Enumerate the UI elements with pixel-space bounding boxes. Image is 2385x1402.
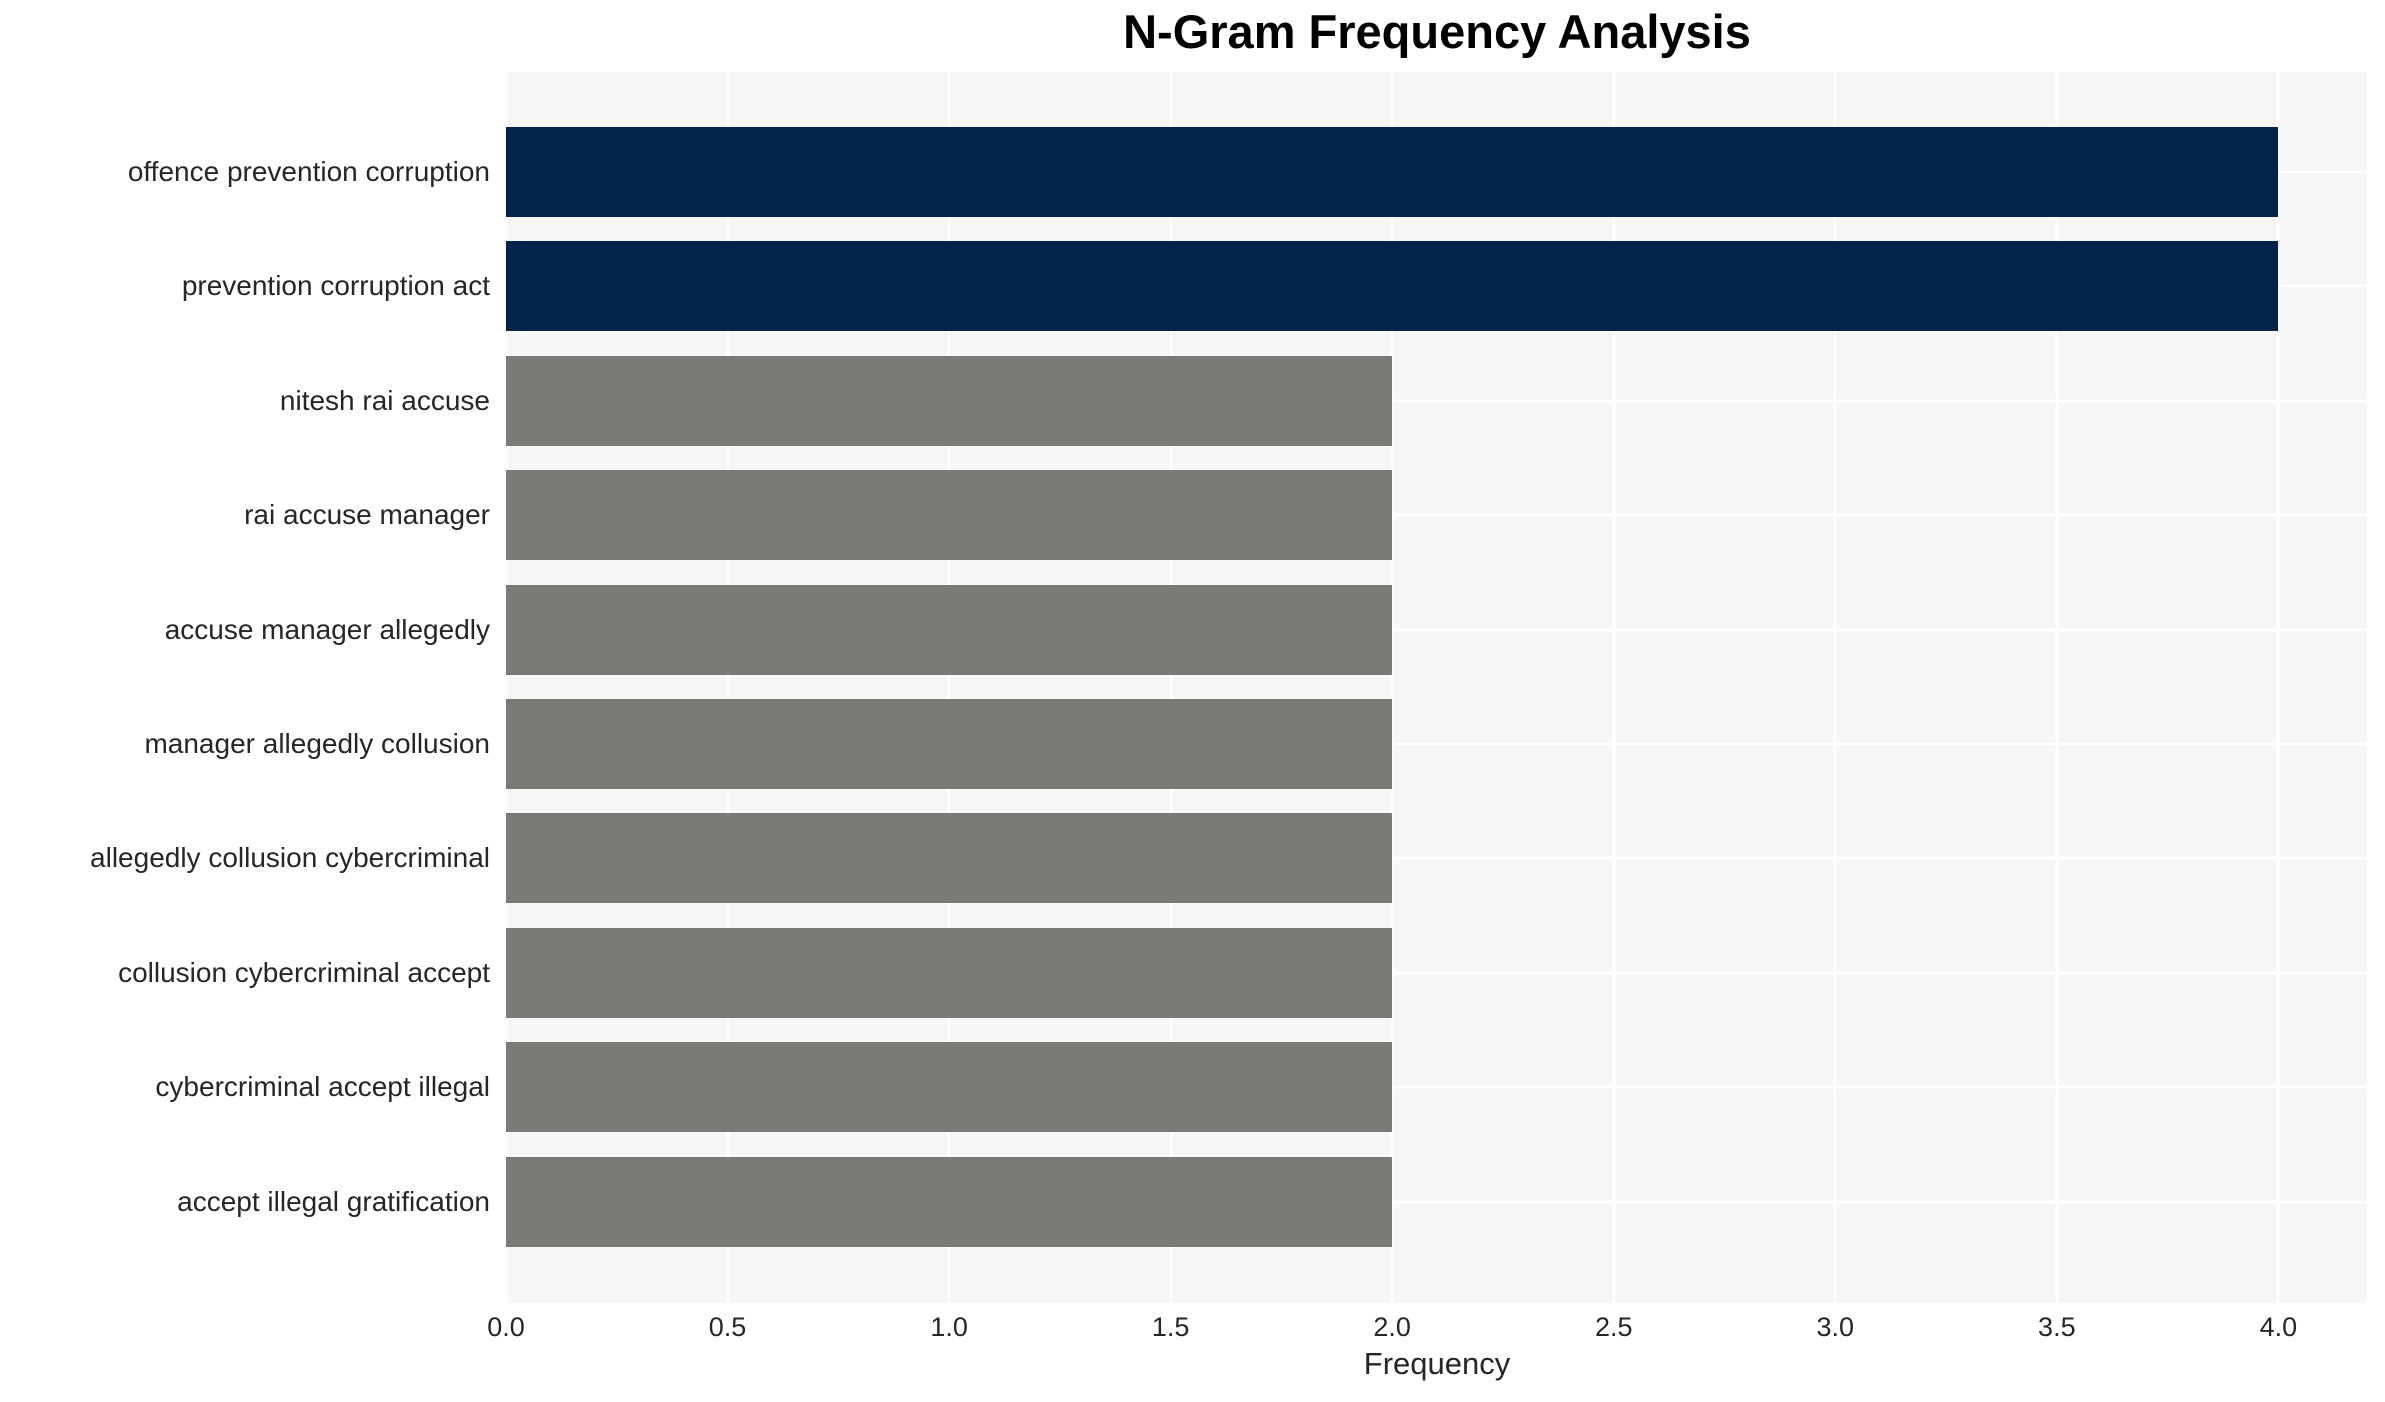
x-tick-label: 4.0 <box>2259 1312 2298 1342</box>
bar-offence-prevention-corruption <box>506 127 2279 217</box>
bar-collusion-cybercriminal-accept <box>506 927 1393 1018</box>
x-tick-label: 2.5 <box>1594 1312 1633 1342</box>
y-tick-label: prevention corruption act <box>181 270 490 302</box>
vertical-gridline <box>947 72 951 1303</box>
vertical-gridline <box>2055 72 2059 1303</box>
vertical-gridline <box>1612 72 1616 1303</box>
chart-title: N-Gram Frequency Analysis <box>1123 5 1751 58</box>
bar-cybercriminal-accept-illegal <box>506 1042 1393 1133</box>
x-tick-label: 0.0 <box>487 1312 525 1342</box>
horizontal-gridline <box>506 1200 2367 1204</box>
vertical-gridline <box>504 72 508 1303</box>
x-tick-label: 2.0 <box>1373 1312 1411 1342</box>
horizontal-gridline <box>506 628 2367 632</box>
y-tick-label: cybercriminal accept illegal <box>155 1071 490 1103</box>
y-tick-label: accept illegal gratification <box>177 1185 490 1217</box>
bar-accept-illegal-gratification <box>506 1156 1393 1247</box>
bar-allegedly-collusion-cybercriminal <box>506 813 1393 904</box>
horizontal-gridline <box>506 971 2367 975</box>
horizontal-gridline <box>506 1085 2367 1089</box>
x-tick-label: 3.0 <box>1816 1312 1855 1342</box>
bar-manager-allegedly-collusion <box>506 699 1393 789</box>
y-tick-label: nitesh rai accuse <box>279 384 490 416</box>
vertical-gridline <box>2276 72 2280 1303</box>
horizontal-gridline <box>506 742 2367 746</box>
bar-prevention-corruption-act <box>506 241 2279 332</box>
y-tick-label: rai accuse manager <box>244 499 490 531</box>
horizontal-gridline <box>506 513 2367 517</box>
plot-area <box>504 72 2367 1303</box>
bar-accuse-manager-allegedly <box>506 584 1393 675</box>
y-tick-label: manager allegedly collusion <box>144 728 490 759</box>
x-tick-label: 1.0 <box>930 1312 968 1342</box>
vertical-gridline <box>726 72 730 1303</box>
y-tick-label: collusion cybercriminal accept <box>118 956 490 988</box>
y-tick-label: offence prevention corruption <box>127 156 490 187</box>
y-tick-label: allegedly collusion cybercriminal <box>90 842 490 874</box>
bar-nitesh-rai-accuse <box>506 355 1393 446</box>
x-tick-label: 0.5 <box>708 1312 747 1342</box>
vertical-gridline <box>1169 72 1173 1303</box>
horizontal-gridline <box>506 399 2367 403</box>
x-tick-label: 1.5 <box>1151 1312 1190 1342</box>
y-tick-label: accuse manager allegedly <box>164 613 490 645</box>
horizontal-gridline <box>506 856 2367 860</box>
x-axis-title: Frequency <box>1363 1346 1511 1381</box>
bar-rai-accuse-manager <box>506 470 1393 561</box>
vertical-gridline <box>1390 72 1394 1303</box>
x-tick-label: 3.5 <box>2038 1312 2076 1342</box>
vertical-gridline <box>1833 72 1837 1303</box>
